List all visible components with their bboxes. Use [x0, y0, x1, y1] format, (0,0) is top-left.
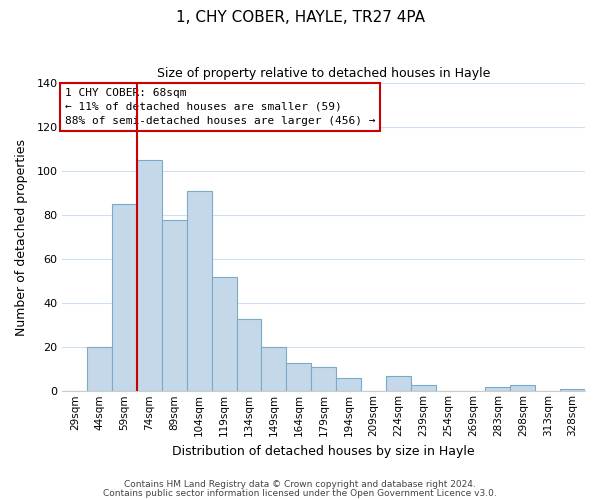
Bar [236, 318, 262, 392]
Bar [212, 277, 236, 392]
Bar [162, 220, 187, 392]
Bar [286, 362, 311, 392]
Bar [560, 389, 585, 392]
Bar [485, 387, 511, 392]
Bar [112, 204, 137, 392]
Bar [336, 378, 361, 392]
Bar [411, 384, 436, 392]
Bar [511, 384, 535, 392]
Text: 1, CHY COBER, HAYLE, TR27 4PA: 1, CHY COBER, HAYLE, TR27 4PA [176, 10, 425, 25]
Title: Size of property relative to detached houses in Hayle: Size of property relative to detached ho… [157, 68, 490, 80]
Text: 1 CHY COBER: 68sqm
← 11% of detached houses are smaller (59)
88% of semi-detache: 1 CHY COBER: 68sqm ← 11% of detached hou… [65, 88, 376, 126]
Text: Contains HM Land Registry data © Crown copyright and database right 2024.: Contains HM Land Registry data © Crown c… [124, 480, 476, 489]
Bar [386, 376, 411, 392]
X-axis label: Distribution of detached houses by size in Hayle: Distribution of detached houses by size … [172, 444, 475, 458]
Bar [262, 347, 286, 392]
Bar [311, 367, 336, 392]
Bar [187, 191, 212, 392]
Text: Contains public sector information licensed under the Open Government Licence v3: Contains public sector information licen… [103, 489, 497, 498]
Bar [137, 160, 162, 392]
Y-axis label: Number of detached properties: Number of detached properties [15, 138, 28, 336]
Bar [87, 347, 112, 392]
